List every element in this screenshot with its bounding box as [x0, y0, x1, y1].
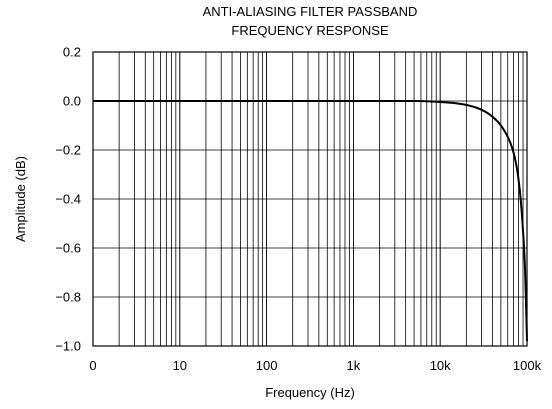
chart-title-line-2: FREQUENCY RESPONSE [231, 23, 389, 38]
x-tick-label: 100k [513, 358, 542, 373]
y-tick-label: −0.8 [55, 290, 81, 305]
x-tick-label: 100 [256, 358, 278, 373]
y-tick-label: −0.2 [55, 143, 81, 158]
y-tick-labels: 0.2 0.0 −0.2 −0.4 −0.6 −0.8 −1.0 [55, 45, 81, 354]
x-tick-label: 0 [89, 358, 96, 373]
y-tick-label: −0.4 [55, 192, 81, 207]
y-axis-label: Amplitude (dB) [13, 156, 28, 242]
x-tick-label: 1k [347, 358, 361, 373]
x-axis-label: Frequency (Hz) [265, 385, 355, 400]
y-tick-label: 0.0 [63, 94, 81, 109]
x-tick-label: 10 [173, 358, 187, 373]
y-tick-label: 0.2 [63, 45, 81, 60]
chart-title-line-1: ANTI-ALIASING FILTER PASSBAND [203, 4, 418, 19]
x-tick-labels: 0 10 100 1k 10k 100k [89, 358, 541, 373]
response-curve-layer [92, 99, 528, 342]
y-tick-label: −0.6 [55, 241, 81, 256]
horizontal-grid [93, 100, 527, 298]
response-curve [92, 99, 528, 342]
y-tick-label: −1.0 [55, 339, 81, 354]
x-tick-label: 10k [430, 358, 451, 373]
plot-area-frame [92, 51, 528, 347]
